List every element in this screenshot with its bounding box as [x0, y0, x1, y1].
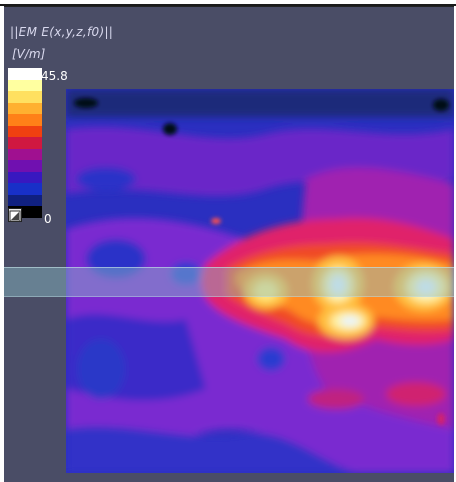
- plot-unit: [V/m]: [12, 47, 46, 61]
- colorbar-segment: [8, 91, 42, 103]
- field-heatmap[interactable]: [66, 89, 454, 473]
- slice-plane-indicator[interactable]: [4, 267, 454, 297]
- auto-range-toggle-icon[interactable]: [8, 208, 22, 222]
- colorbar-segment: [8, 206, 42, 218]
- heatmap-dark-spots: [74, 98, 449, 425]
- colorbar-min-label: 0: [44, 212, 52, 226]
- window-top-border: [0, 4, 456, 6]
- colorbar-segment: [8, 102, 42, 115]
- colorbar-segment: [8, 194, 42, 207]
- plot-title: ||EM E(x,y,z,f0)||: [10, 25, 114, 39]
- colorbar-segment: [8, 160, 42, 172]
- colorbar-segment: [8, 137, 42, 149]
- colorbar[interactable]: [8, 68, 42, 218]
- field-viewer[interactable]: ||EM E(x,y,z,f0)|| [V/m] 45.8 0: [4, 6, 454, 482]
- colorbar-segment: [8, 114, 42, 126]
- colorbar-segment: [8, 79, 42, 92]
- colorbar-segment: [8, 171, 42, 184]
- colorbar-segment: [8, 148, 42, 161]
- colorbar-segment: [8, 125, 42, 138]
- colorbar-segment: [8, 183, 42, 195]
- colorbar-max-label: 45.8: [41, 69, 68, 83]
- heatmap-contours: [66, 89, 454, 473]
- diagonal-slash-icon: [9, 210, 21, 222]
- colorbar-segment: [8, 68, 42, 80]
